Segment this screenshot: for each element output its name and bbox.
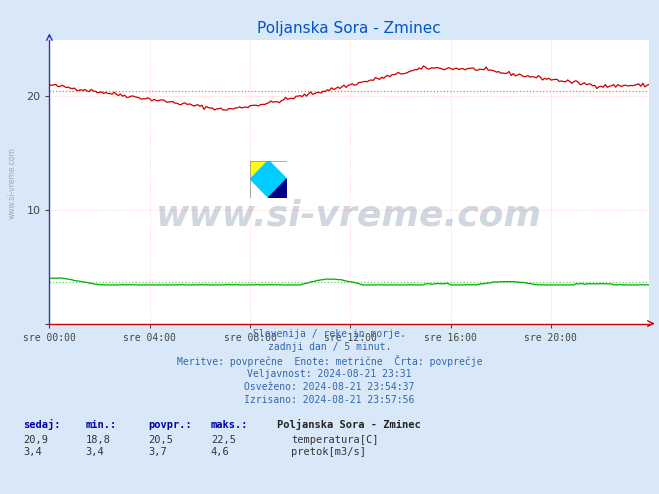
Text: Meritve: povprečne  Enote: metrične  Črta: povprečje: Meritve: povprečne Enote: metrične Črta:… [177,355,482,367]
Text: min.:: min.: [86,420,117,430]
Polygon shape [250,161,287,179]
Text: 22,5: 22,5 [211,435,236,445]
Polygon shape [269,179,287,198]
Text: Veljavnost: 2024-08-21 23:31: Veljavnost: 2024-08-21 23:31 [247,369,412,378]
Text: www.si-vreme.com: www.si-vreme.com [156,199,542,233]
Text: www.si-vreme.com: www.si-vreme.com [8,147,17,219]
Text: sedaj:: sedaj: [23,419,61,430]
Text: 3,4: 3,4 [23,447,42,457]
Polygon shape [250,161,287,198]
Text: temperatura[C]: temperatura[C] [291,435,379,445]
Text: pretok[m3/s]: pretok[m3/s] [291,447,366,457]
Text: 20,5: 20,5 [148,435,173,445]
Text: 4,6: 4,6 [211,447,229,457]
Text: 3,7: 3,7 [148,447,167,457]
Text: 18,8: 18,8 [86,435,111,445]
Text: zadnji dan / 5 minut.: zadnji dan / 5 minut. [268,342,391,352]
Text: Osveženo: 2024-08-21 23:54:37: Osveženo: 2024-08-21 23:54:37 [244,382,415,392]
Text: Izrisano: 2024-08-21 23:57:56: Izrisano: 2024-08-21 23:57:56 [244,395,415,405]
Text: 3,4: 3,4 [86,447,104,457]
Text: Slovenija / reke in morje.: Slovenija / reke in morje. [253,329,406,338]
Text: povpr.:: povpr.: [148,420,192,430]
Text: 20,9: 20,9 [23,435,48,445]
Text: maks.:: maks.: [211,420,248,430]
Title: Poljanska Sora - Zminec: Poljanska Sora - Zminec [258,21,441,36]
Text: Poljanska Sora - Zminec: Poljanska Sora - Zminec [277,419,420,430]
